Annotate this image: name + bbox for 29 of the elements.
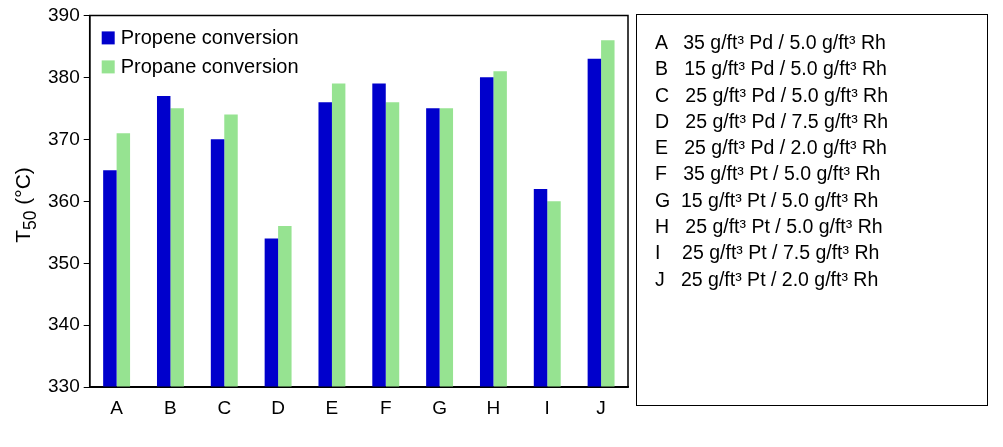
text: A 35 g/ft³ Pd / 5.0 g/ft³ Rh <box>655 30 887 55</box>
x-tick-label: E <box>325 396 339 418</box>
text: I 25 g/ft³ Pt / 7.5 g/ft³ Rh <box>655 240 881 266</box>
x-tick-label: J <box>596 396 606 418</box>
x-tick-label: G <box>432 396 447 418</box>
y-tick-label: 360 <box>48 189 80 211</box>
y-tick-label: 330 <box>48 375 80 397</box>
y-tick-label: 370 <box>48 127 80 149</box>
text: C 25 g/ft³ Pd / 5.0 g/ft³ Rh <box>655 82 890 108</box>
text: B 15 g/ft³ Pd / 5.0 g/ft³ Rh <box>655 56 888 82</box>
text: E 25 g/ft³ Pd / 2.0 g/ft³ Rh <box>655 135 888 161</box>
text: J 25 g/ft³ Pt / 2.0 g/ft³ Rh <box>655 266 880 292</box>
legend-label: Propane conversion <box>120 54 299 77</box>
text: H 25 g/ft³ Pt / 5.0 g/ft³ Rh <box>655 214 884 240</box>
x-tick-label: D <box>271 396 285 418</box>
text: F 35 g/ft³ Pt / 5.0 g/ft³ Rh <box>655 161 882 187</box>
legend-label: Propene conversion <box>120 25 299 48</box>
x-tick-label: F <box>379 396 392 418</box>
y-tick-label: 340 <box>48 313 80 335</box>
text: D 25 g/ft³ Pd / 7.5 g/ft³ Rh <box>655 108 890 134</box>
x-tick-label: I <box>544 396 550 418</box>
text: G 15 g/ft³ Pt / 5.0 g/ft³ Rh <box>655 187 880 213</box>
x-tick-label: C <box>217 396 232 418</box>
y-tick-label: 380 <box>48 65 80 87</box>
x-tick-label: A <box>110 396 124 418</box>
x-tick-label: B <box>164 396 177 418</box>
y-tick-label: 350 <box>48 251 80 273</box>
y-tick-label: 390 <box>48 3 80 25</box>
x-tick-label: H <box>486 396 501 418</box>
